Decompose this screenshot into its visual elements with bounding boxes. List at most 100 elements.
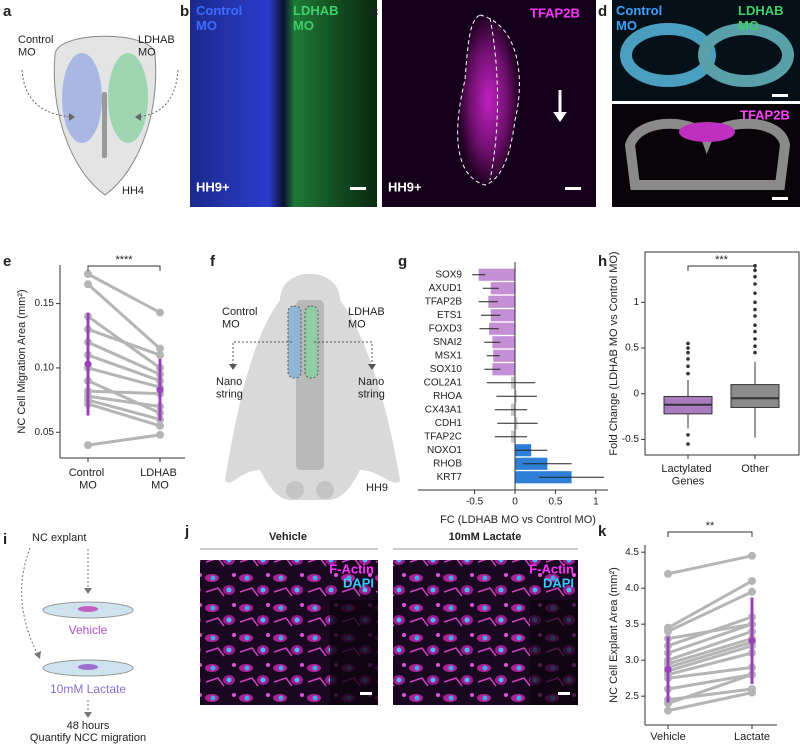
image-c: TFAP2B HH9+ xyxy=(382,0,596,207)
pair-line xyxy=(87,283,161,350)
pair-line xyxy=(87,398,161,421)
pair-line xyxy=(667,673,753,705)
category-label: TFAP2C xyxy=(424,431,462,442)
label: Quantify NCC migration xyxy=(30,732,146,744)
y-tick-label: 1 xyxy=(633,297,639,308)
point xyxy=(664,699,672,708)
pair-line xyxy=(667,644,753,673)
category-label: AXUD1 xyxy=(429,283,463,294)
label: Vehicle xyxy=(69,623,108,637)
label: TFAP2B xyxy=(530,5,580,20)
pair-line xyxy=(87,340,161,376)
point xyxy=(748,577,756,585)
x-axis-label: FC (LDHAB MO vs Control MO) xyxy=(440,514,596,526)
stain: F-Actin xyxy=(329,561,374,576)
control-strip xyxy=(287,305,302,379)
stain: F-Actin xyxy=(529,561,574,576)
category-label: MSX1 xyxy=(435,350,463,361)
label: LDHAB MO xyxy=(738,3,787,33)
significance: *** xyxy=(715,254,729,266)
label: Nano string xyxy=(216,376,245,401)
stage: HH9+ xyxy=(196,179,230,194)
point xyxy=(156,351,164,360)
nc-region xyxy=(457,14,520,186)
stage: HH9+ xyxy=(388,179,422,194)
outlier xyxy=(686,433,690,437)
outlier xyxy=(686,364,690,369)
point xyxy=(156,308,164,317)
panel-label: f xyxy=(210,253,216,270)
label: NC explant xyxy=(32,532,86,544)
explant xyxy=(78,664,98,670)
arrow-head xyxy=(84,588,92,594)
arrow xyxy=(134,69,179,118)
pair-line xyxy=(667,590,753,633)
diagram-i: NC explant Vehicle 10mM Lactate 48 hours… xyxy=(21,532,146,744)
label: LDHAB MO xyxy=(293,3,342,33)
panel-label: k xyxy=(598,523,607,540)
point xyxy=(156,430,164,439)
point xyxy=(84,441,92,450)
arrow-head xyxy=(135,113,141,121)
significance-bracket xyxy=(87,265,161,271)
arrow-head xyxy=(84,712,92,718)
stage: HH9 xyxy=(366,482,388,494)
outlier xyxy=(753,350,757,355)
outlier xyxy=(686,371,690,376)
x-tick-label: Control MO xyxy=(69,467,108,492)
pair-line xyxy=(667,651,753,677)
streak xyxy=(102,92,107,158)
y-tick-label: 0.5 xyxy=(625,343,639,354)
significance: **** xyxy=(115,254,133,266)
y-tick-label: 3.5 xyxy=(625,619,639,630)
box xyxy=(730,384,780,408)
outlier xyxy=(686,346,690,350)
bar xyxy=(489,322,516,335)
pair-line xyxy=(87,389,161,396)
scale-bar xyxy=(772,94,788,97)
arrow-head xyxy=(553,112,567,122)
mean-point xyxy=(156,386,164,394)
panel-label: h xyxy=(598,253,607,270)
background xyxy=(530,600,578,705)
y-tick-label: 2.5 xyxy=(625,691,639,702)
y-tick-label: 4.0 xyxy=(625,583,639,594)
point xyxy=(156,421,164,430)
pair-line xyxy=(87,402,161,428)
significance-bracket xyxy=(687,265,756,271)
pair-line xyxy=(667,622,753,641)
point xyxy=(664,569,672,578)
x-tick-label: 0.5 xyxy=(548,497,562,508)
category-label: NOXO1 xyxy=(427,445,462,456)
background xyxy=(330,600,378,705)
point xyxy=(748,551,756,560)
bud xyxy=(316,481,334,499)
stain: DAPI xyxy=(543,575,574,590)
pair-line xyxy=(667,673,753,691)
pair-line xyxy=(87,366,161,389)
category-label: CX43A1 xyxy=(425,404,463,415)
plot-frame xyxy=(644,251,800,456)
arrow xyxy=(314,341,373,366)
diagram-a: Control MO LDHAB MO HH4 xyxy=(18,34,179,197)
category-label: RHOB xyxy=(433,458,462,469)
bud xyxy=(286,481,304,499)
arrow-head xyxy=(368,364,376,370)
pair-line xyxy=(87,272,161,314)
bar xyxy=(492,336,516,349)
pair-line xyxy=(87,379,161,415)
label: Control MO xyxy=(196,3,246,33)
pair-line xyxy=(667,637,753,666)
y-tick-label: 0.05 xyxy=(35,427,55,438)
tfap2b-signal xyxy=(679,122,735,142)
x-tick-label: 0 xyxy=(512,497,518,508)
pair-line xyxy=(667,622,753,655)
panel-label: c xyxy=(370,3,378,20)
column-title: Vehicle xyxy=(269,531,307,543)
micrograph xyxy=(190,0,377,207)
pair-line xyxy=(87,433,161,447)
point xyxy=(748,587,756,596)
bar xyxy=(488,295,516,308)
